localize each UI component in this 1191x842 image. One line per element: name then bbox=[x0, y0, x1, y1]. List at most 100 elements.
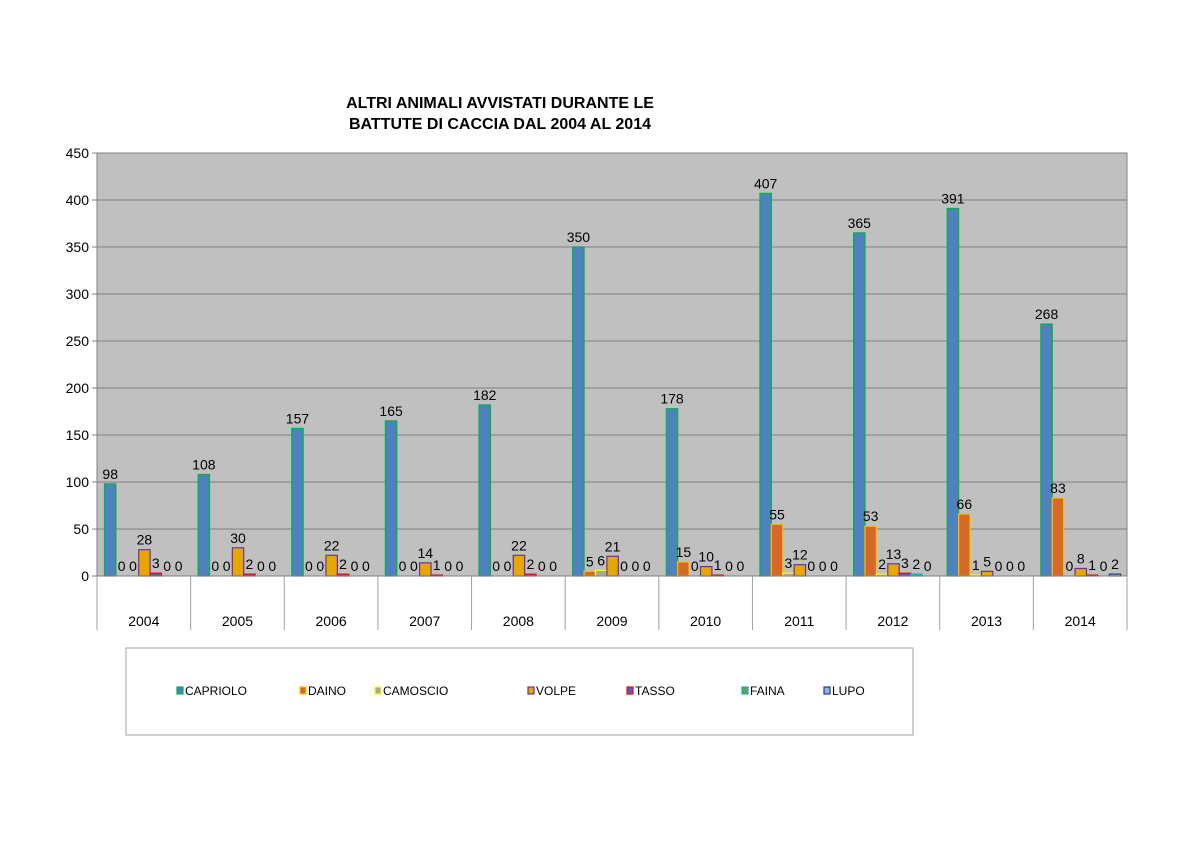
data-label: 1 bbox=[972, 557, 980, 573]
data-label: 0 bbox=[492, 558, 500, 574]
data-label: 0 bbox=[351, 558, 359, 574]
data-label: 55 bbox=[769, 506, 785, 522]
data-label: 0 bbox=[1100, 558, 1108, 574]
data-label: 0 bbox=[444, 558, 452, 574]
bar-volpe bbox=[231, 547, 245, 577]
data-label: 1 bbox=[1088, 557, 1096, 573]
y-tick-label: 150 bbox=[66, 427, 90, 443]
data-label: 28 bbox=[137, 532, 153, 548]
data-label: 0 bbox=[631, 558, 639, 574]
y-tick-label: 450 bbox=[66, 145, 90, 161]
bar-volpe bbox=[1074, 567, 1088, 577]
data-label: 0 bbox=[118, 558, 126, 574]
bar-volpe bbox=[699, 565, 713, 577]
chart-title-line-1: ALTRI ANIMALI AVVISTATI DURANTE LE bbox=[346, 95, 654, 112]
data-label: 165 bbox=[379, 403, 403, 419]
data-label: 0 bbox=[1006, 558, 1014, 574]
data-label: 2 bbox=[912, 556, 920, 572]
bar-capriolo bbox=[103, 483, 117, 577]
data-label: 0 bbox=[725, 558, 733, 574]
data-label: 0 bbox=[316, 558, 324, 574]
bar-camoscio bbox=[594, 569, 608, 577]
data-label: 66 bbox=[957, 496, 973, 512]
y-tick-label: 250 bbox=[66, 333, 90, 349]
x-tick-label: 2010 bbox=[690, 613, 721, 629]
legend-label-volpe: VOLPE bbox=[536, 684, 576, 698]
bar-daino bbox=[583, 570, 597, 577]
bar-daino bbox=[1051, 497, 1065, 577]
data-label: 2 bbox=[339, 556, 347, 572]
data-label: 407 bbox=[754, 175, 778, 191]
data-label: 0 bbox=[399, 558, 407, 574]
data-label: 0 bbox=[211, 558, 219, 574]
bar-volpe bbox=[887, 563, 900, 577]
legend-label-capriolo: CAPRIOLO bbox=[185, 684, 247, 698]
bar-capriolo bbox=[384, 420, 398, 577]
data-label: 0 bbox=[504, 558, 512, 574]
data-label: 0 bbox=[163, 558, 171, 574]
data-label: 0 bbox=[691, 558, 699, 574]
legend-swatch-capriolo bbox=[176, 686, 184, 695]
bar-capriolo bbox=[1040, 323, 1053, 577]
data-label: 157 bbox=[286, 410, 310, 426]
data-label: 22 bbox=[324, 537, 340, 553]
data-label: 0 bbox=[737, 558, 745, 574]
bar-volpe bbox=[606, 555, 619, 577]
x-tick-label: 2013 bbox=[971, 613, 1002, 629]
bar-daino bbox=[864, 525, 877, 577]
bar-capriolo bbox=[478, 404, 492, 577]
bar-capriolo bbox=[946, 207, 960, 577]
y-tick-label: 200 bbox=[66, 380, 90, 396]
bar-volpe bbox=[419, 562, 432, 577]
data-label: 5 bbox=[983, 553, 991, 569]
x-tick-label: 2008 bbox=[503, 613, 534, 629]
legend-label-tasso: TASSO bbox=[635, 684, 675, 698]
legend-swatch-faina bbox=[741, 686, 749, 695]
data-label: 0 bbox=[1017, 558, 1025, 574]
data-label: 108 bbox=[192, 456, 216, 472]
x-tick-label: 2004 bbox=[128, 613, 159, 629]
data-label: 3 bbox=[152, 555, 160, 571]
data-label: 83 bbox=[1050, 480, 1066, 496]
legend-swatch-tasso bbox=[626, 686, 634, 695]
data-label: 5 bbox=[586, 553, 594, 569]
data-label: 0 bbox=[995, 558, 1003, 574]
data-label: 2 bbox=[246, 556, 254, 572]
legend-label-daino: DAINO bbox=[308, 684, 346, 698]
legend-label-faina: FAINA bbox=[750, 684, 785, 698]
legend-swatch-volpe bbox=[527, 686, 535, 695]
legend-label-lupo: LUPO bbox=[832, 684, 865, 698]
legend-swatch-camoscio bbox=[374, 686, 382, 695]
data-label: 2 bbox=[1111, 556, 1119, 572]
data-label: 0 bbox=[268, 558, 276, 574]
data-label: 0 bbox=[620, 558, 628, 574]
bar-capriolo bbox=[197, 473, 211, 577]
legend-box bbox=[125, 647, 914, 736]
data-label: 178 bbox=[660, 391, 684, 407]
data-label: 350 bbox=[567, 229, 591, 245]
y-tick-label: 400 bbox=[66, 192, 90, 208]
bar-volpe bbox=[980, 570, 994, 577]
data-label: 0 bbox=[257, 558, 265, 574]
bar-capriolo bbox=[291, 427, 304, 577]
x-tick-label: 2009 bbox=[596, 613, 627, 629]
data-label: 53 bbox=[863, 508, 879, 524]
data-label: 0 bbox=[549, 558, 557, 574]
data-label: 0 bbox=[538, 558, 546, 574]
y-tick-label: 50 bbox=[73, 521, 89, 537]
data-label: 391 bbox=[941, 190, 965, 206]
data-label: 0 bbox=[362, 558, 370, 574]
data-label: 2 bbox=[526, 556, 534, 572]
data-label: 0 bbox=[830, 558, 838, 574]
data-label: 0 bbox=[924, 558, 932, 574]
data-label: 0 bbox=[175, 558, 183, 574]
data-label: 0 bbox=[129, 558, 137, 574]
x-tick-label: 2012 bbox=[877, 613, 908, 629]
data-label: 0 bbox=[1065, 558, 1073, 574]
bar-daino bbox=[770, 523, 784, 577]
bar-daino bbox=[958, 513, 971, 577]
data-label: 13 bbox=[886, 546, 902, 562]
legend-swatch-daino bbox=[299, 686, 307, 695]
data-label: 6 bbox=[597, 552, 605, 568]
